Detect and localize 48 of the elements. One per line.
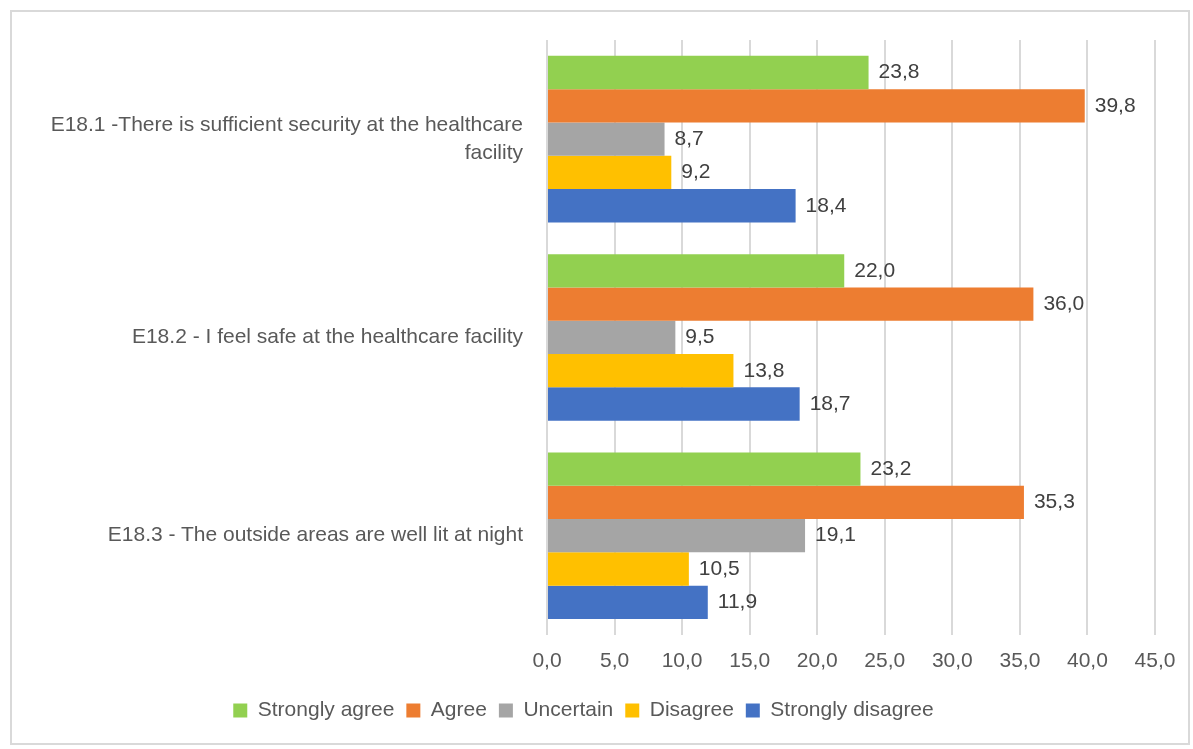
data-label: 9,2 [681, 159, 711, 183]
bar [548, 89, 1085, 123]
bar [548, 387, 800, 421]
bar [548, 55, 869, 90]
bar [548, 254, 845, 288]
bar [548, 585, 708, 619]
x-tick-label: 10,0 [661, 648, 703, 672]
data-label: 39,8 [1094, 92, 1136, 116]
data-label: 35,3 [1033, 489, 1075, 513]
bar [548, 155, 672, 190]
bar [548, 354, 734, 388]
x-tick-label: 30,0 [931, 648, 973, 672]
legend-label: Agree [430, 697, 487, 721]
bar [548, 320, 676, 355]
x-tick-label: 5,0 [599, 648, 630, 672]
data-label: 23,8 [878, 59, 920, 83]
data-label: 22,0 [854, 257, 896, 281]
data-label: 19,1 [815, 522, 856, 546]
x-tick-label: 45,0 [1134, 648, 1176, 672]
bar [548, 485, 1024, 520]
data-label: 18,7 [809, 390, 851, 414]
data-label: 10,5 [698, 555, 740, 579]
legend-label: Uncertain [523, 697, 614, 721]
y-tick-label: E18.1 -There is sufficient security at the healthcare facility [50, 112, 524, 163]
x-tick-label: 25,0 [864, 648, 906, 672]
data-label: 9,5 [685, 324, 715, 348]
legend-label: Strongly disagree [770, 697, 934, 721]
data-label: 18,4 [805, 192, 847, 216]
x-tick-label: 0,0 [532, 648, 562, 672]
data-label: 36,0 [1043, 290, 1085, 314]
bar [548, 552, 689, 586]
bar [548, 452, 861, 486]
x-tick-label: 40,0 [1067, 648, 1108, 672]
x-tick-label: 20,0 [796, 648, 838, 672]
y-tick-label: E18.3 - The outside areas are well lit at night [107, 522, 524, 546]
legend-label: Strongly agree [257, 697, 395, 721]
data-label: 13,8 [743, 357, 785, 381]
x-tick-label: 15,0 [729, 648, 771, 672]
data-label: 11,9 [717, 589, 758, 613]
data-label: 8,7 [674, 125, 704, 149]
data-label: 23,2 [870, 455, 912, 479]
y-tick-label: E18.2 - I feel safe at the healthcare facility [131, 324, 524, 348]
bar [548, 122, 665, 156]
bar [548, 287, 1034, 321]
x-tick-label: 35,0 [999, 648, 1041, 672]
bar [548, 519, 806, 553]
bar [548, 189, 796, 223]
legend-label: Disagree [649, 697, 734, 721]
